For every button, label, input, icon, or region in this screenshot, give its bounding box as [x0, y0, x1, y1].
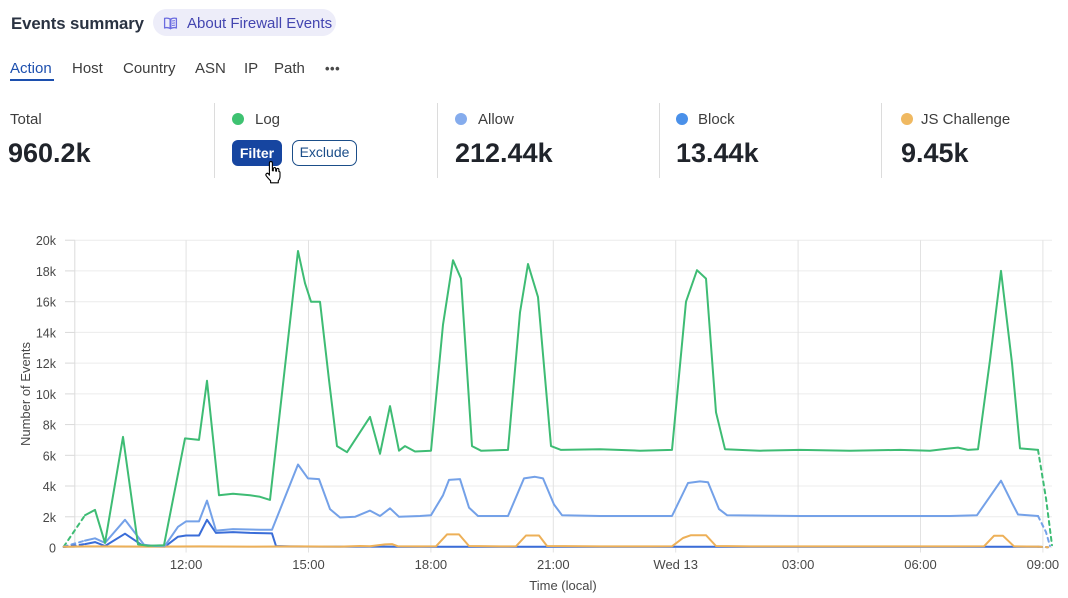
svg-text:12k: 12k — [36, 357, 57, 371]
svg-text:Wed 13: Wed 13 — [653, 557, 698, 572]
svg-text:06:00: 06:00 — [904, 557, 937, 572]
svg-text:16k: 16k — [36, 296, 57, 310]
svg-text:Number of Events: Number of Events — [18, 341, 33, 446]
svg-text:09:00: 09:00 — [1027, 557, 1060, 572]
svg-text:20k: 20k — [36, 234, 57, 248]
svg-text:10k: 10k — [36, 388, 57, 402]
svg-text:18:00: 18:00 — [415, 557, 448, 572]
svg-text:12:00: 12:00 — [170, 557, 203, 572]
svg-text:Time (local): Time (local) — [529, 578, 596, 593]
svg-text:2k: 2k — [43, 511, 57, 525]
svg-text:21:00: 21:00 — [537, 557, 570, 572]
svg-text:6k: 6k — [43, 449, 57, 463]
svg-text:03:00: 03:00 — [782, 557, 815, 572]
svg-text:0: 0 — [49, 542, 56, 556]
svg-text:8k: 8k — [43, 419, 57, 433]
svg-text:14k: 14k — [36, 326, 57, 340]
svg-text:18k: 18k — [36, 265, 57, 279]
svg-text:4k: 4k — [43, 480, 57, 494]
svg-text:15:00: 15:00 — [292, 557, 325, 572]
